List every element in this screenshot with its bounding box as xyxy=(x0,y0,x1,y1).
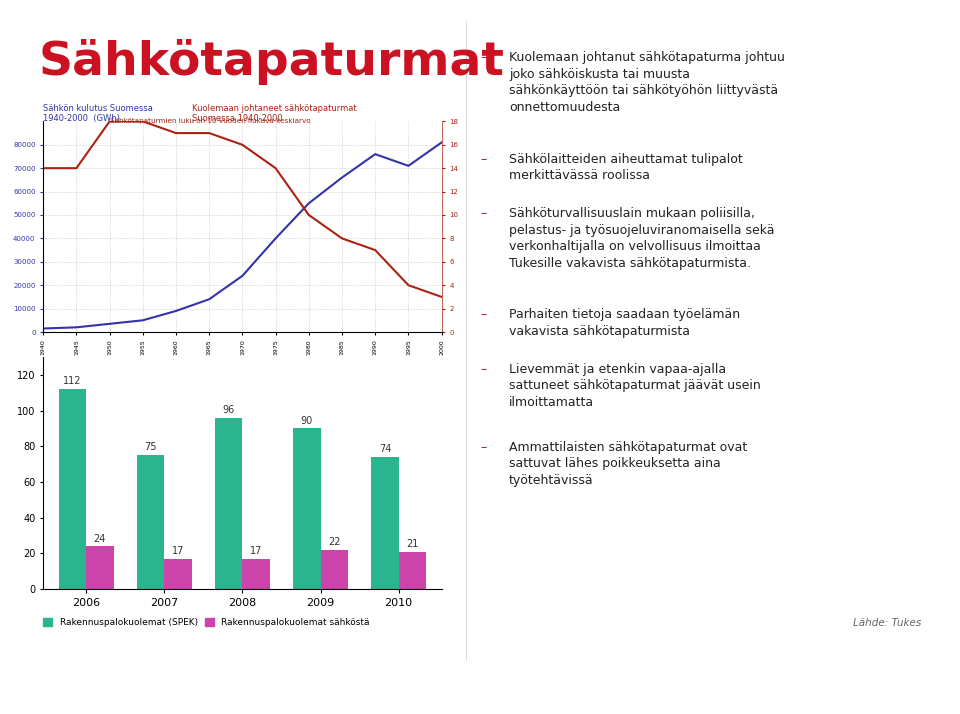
Bar xyxy=(398,551,426,589)
Bar xyxy=(242,558,270,589)
Text: Lievemmät ja etenkin vapaa-ajalla
sattuneet sähkötapaturmat jäävät usein
ilmoitt: Lievemmät ja etenkin vapaa-ajalla sattun… xyxy=(509,363,760,408)
Text: 21: 21 xyxy=(406,539,419,549)
Text: –: – xyxy=(480,51,487,64)
Text: 2: 2 xyxy=(921,678,931,696)
Text: 17: 17 xyxy=(250,546,262,556)
Text: 17: 17 xyxy=(172,546,184,556)
Text: –: – xyxy=(480,308,487,321)
Text: –: – xyxy=(480,363,487,376)
Legend: Rakennuspalokuolemat (SPEK), Rakennuspalokuolemat sähköstä: Rakennuspalokuolemat (SPEK), Rakennuspal… xyxy=(39,615,373,631)
Text: Parhaiten tietoja saadaan työelämän
vakavista sähkötapaturmista: Parhaiten tietoja saadaan työelämän vaka… xyxy=(509,308,740,338)
Bar xyxy=(164,558,192,589)
Text: 112: 112 xyxy=(63,376,82,386)
Text: Lappeenranta University of Technology: Lappeenranta University of Technology xyxy=(303,678,657,696)
Text: –: – xyxy=(480,207,487,220)
Text: Sähkötapaturmat: Sähkötapaturmat xyxy=(38,39,504,85)
Text: 96: 96 xyxy=(223,405,235,415)
Text: Kuolemaan johtanut sähkötapaturma johtuu
joko sähköiskusta tai muusta
sähkönkäyt: Kuolemaan johtanut sähkötapaturma johtuu… xyxy=(509,51,784,114)
Bar xyxy=(59,389,86,589)
Text: Sähkön kulutus Suomessa
1940-2000  (GWh): Sähkön kulutus Suomessa 1940-2000 (GWh) xyxy=(43,104,153,123)
Text: 75: 75 xyxy=(144,443,156,453)
Text: 22: 22 xyxy=(328,537,341,547)
Text: Sähkölaitteiden aiheuttamat tulipalot
merkittävässä roolissa: Sähkölaitteiden aiheuttamat tulipalot me… xyxy=(509,153,742,182)
Text: Ammattilaisten sähkötapaturmat ovat
sattuvat lähes poikkeuksetta aina
työtehtävi: Ammattilaisten sähkötapaturmat ovat satt… xyxy=(509,441,747,486)
Bar xyxy=(293,428,321,589)
Text: –: – xyxy=(480,441,487,453)
Bar xyxy=(321,550,348,589)
Text: Sähköturvallisuuslain mukaan poliisilla,
pelastus- ja työsuojeluviranomaisella s: Sähköturvallisuuslain mukaan poliisilla,… xyxy=(509,207,775,270)
Bar xyxy=(215,418,242,589)
Text: –: – xyxy=(480,153,487,166)
Text: 74: 74 xyxy=(379,444,391,454)
Text: Sähkötapaturmien luku on 10 vuoden liukuva kesklarvo: Sähkötapaturmien luku on 10 vuoden liuku… xyxy=(110,118,311,124)
Bar xyxy=(86,546,113,589)
Text: 90: 90 xyxy=(300,416,313,426)
Text: 24: 24 xyxy=(94,533,106,543)
Bar xyxy=(137,456,164,589)
Text: Tero Kaipia: Tero Kaipia xyxy=(48,680,124,694)
Bar xyxy=(372,457,398,589)
Text: Kuolemaan johtaneet sähkötapaturmat
Suomessa 1940-2000: Kuolemaan johtaneet sähkötapaturmat Suom… xyxy=(192,104,356,123)
Text: Lähde: Tukes: Lähde: Tukes xyxy=(853,618,922,628)
